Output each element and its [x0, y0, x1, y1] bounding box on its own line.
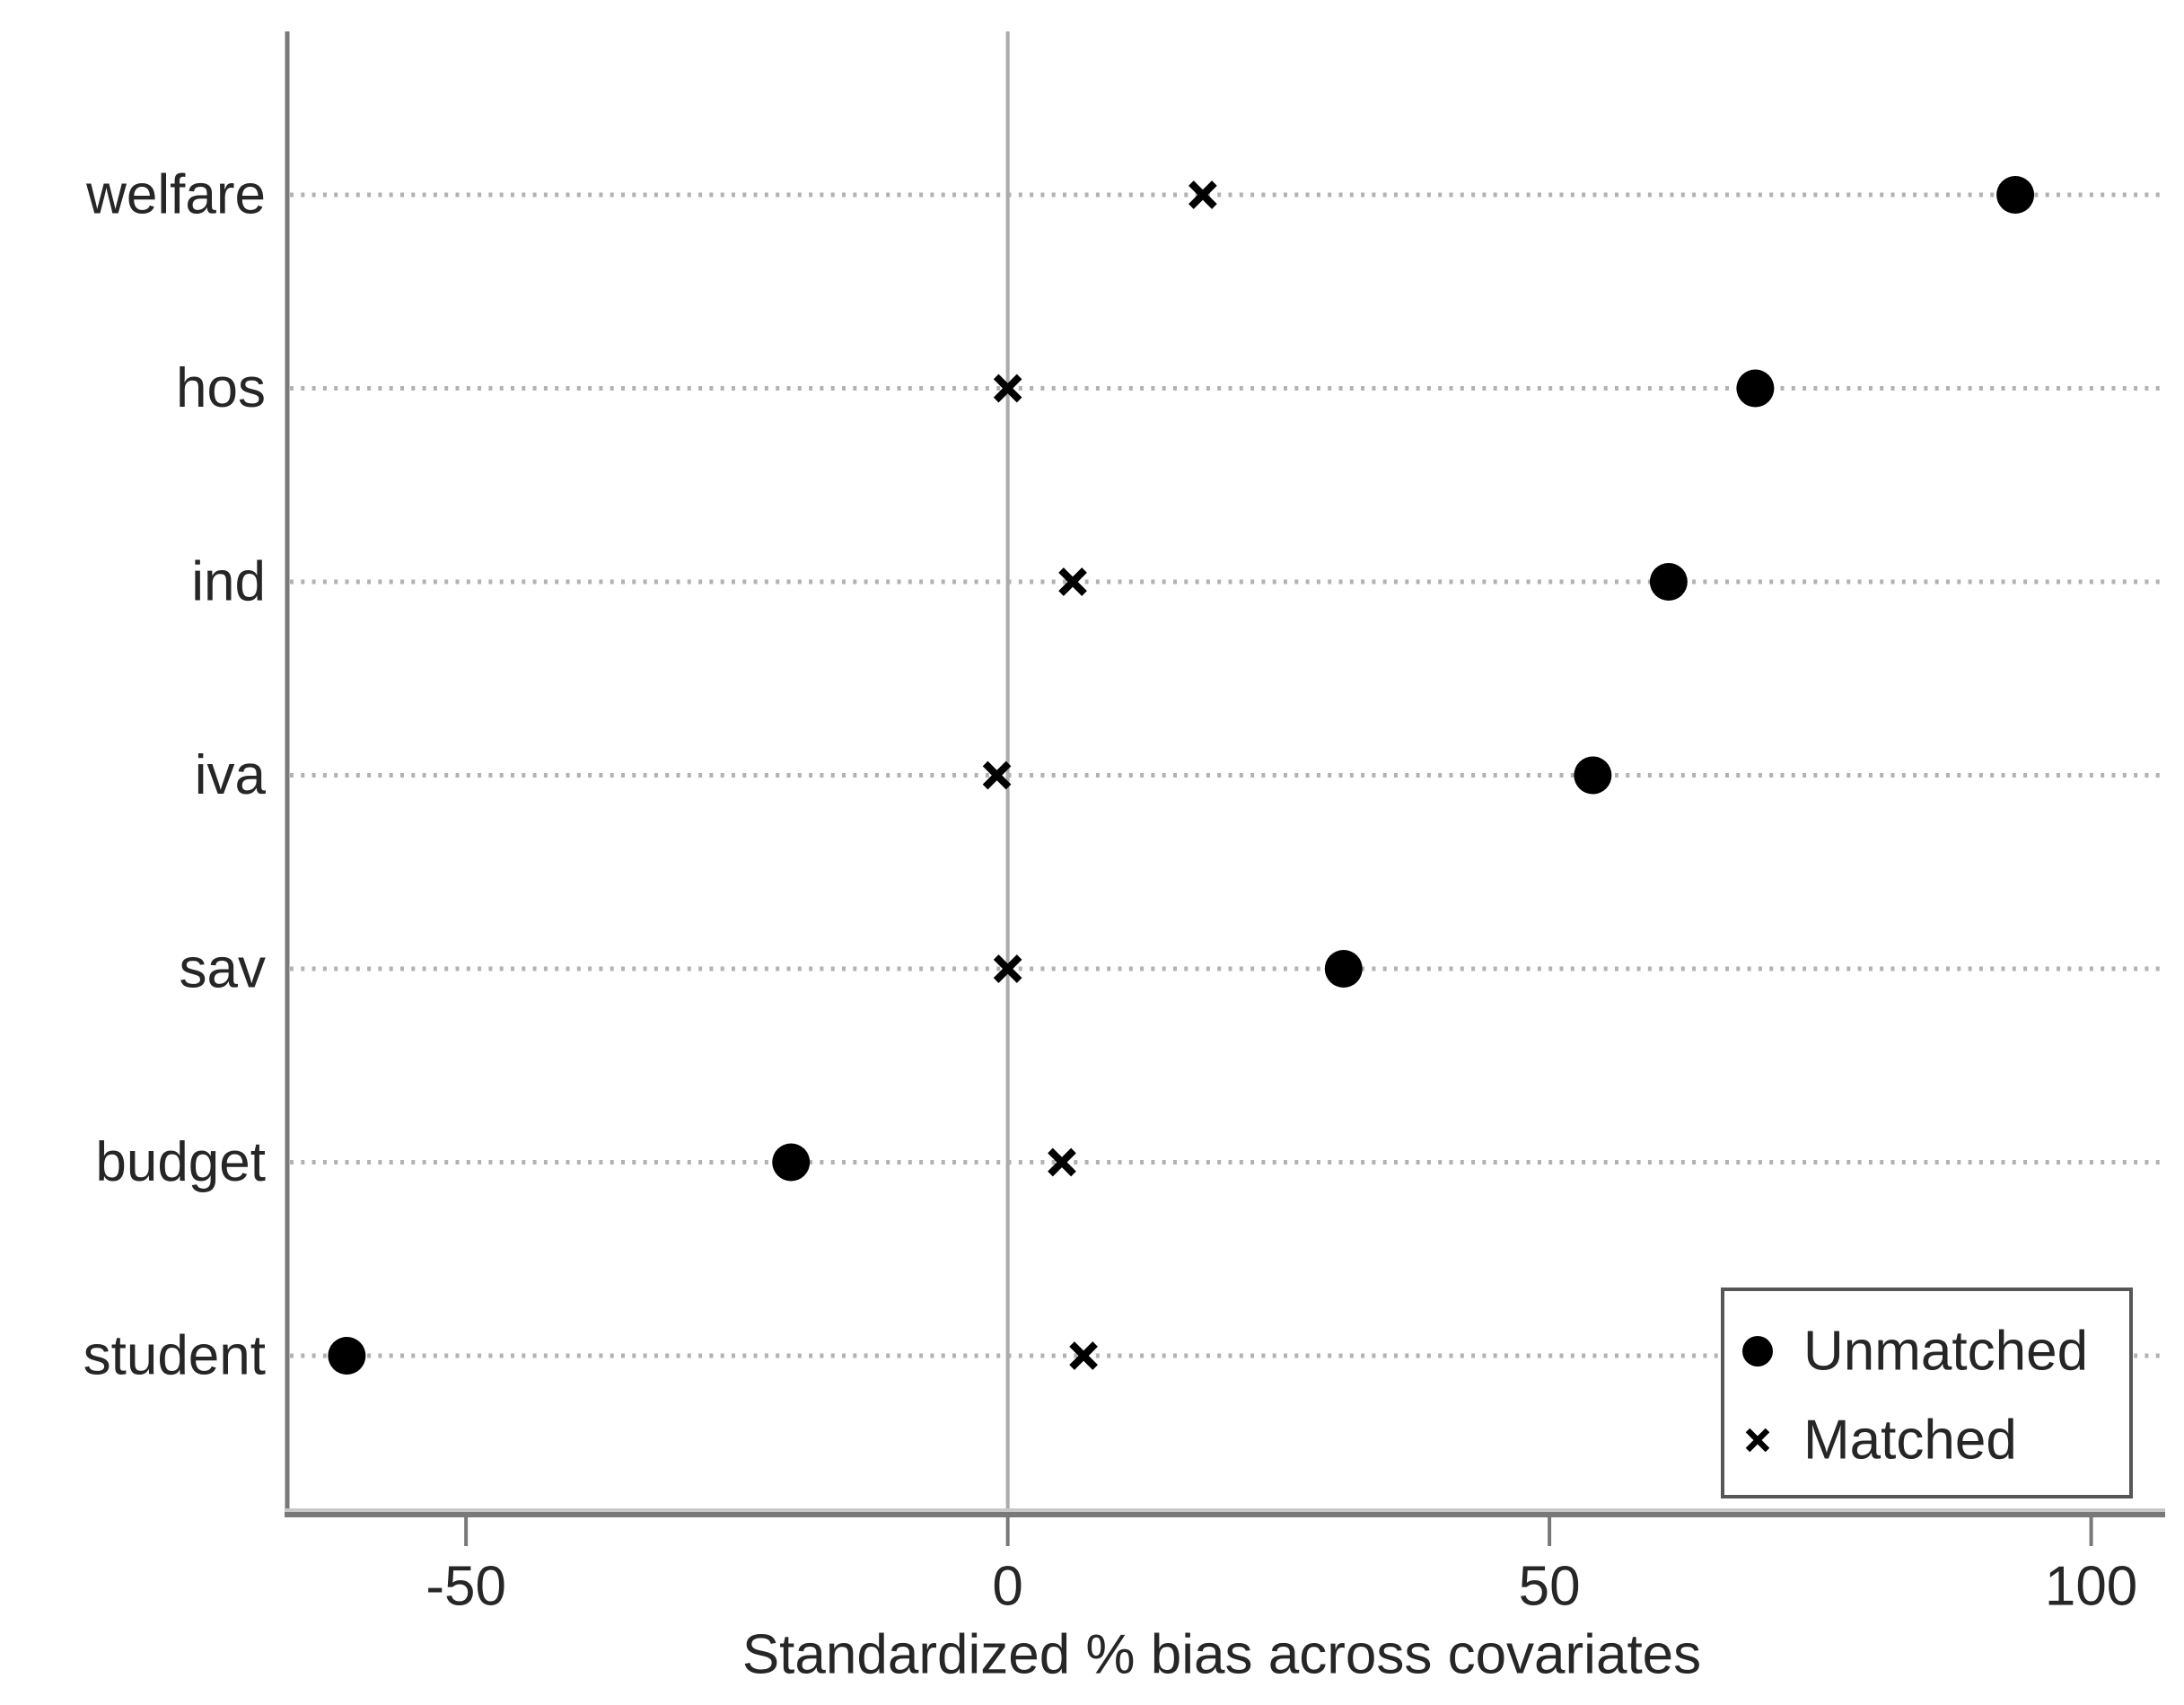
y-label-iva: iva	[195, 744, 267, 806]
matched-marker-iva	[982, 760, 1012, 790]
y-axis-line	[285, 31, 290, 1517]
y-label-hos: hos	[176, 357, 266, 419]
zero-reference-line	[1005, 31, 1010, 1511]
legend-marker-matched	[1745, 1428, 1770, 1453]
unmatched-marker-iva	[1574, 756, 1612, 795]
legend-marker-unmatched	[1742, 1336, 1773, 1367]
legend-box	[1721, 1288, 2133, 1498]
x-tick-label-50: 50	[1519, 1556, 1581, 1618]
x-axis-line-highlight	[285, 1508, 2165, 1512]
x-tick-label-0: 0	[992, 1556, 1022, 1618]
matched-marker-ind	[1058, 567, 1087, 596]
x-tick-label--50: -50	[425, 1556, 506, 1618]
y-label-ind: ind	[191, 551, 266, 613]
matched-marker-sav	[993, 954, 1022, 983]
unmatched-marker-student	[328, 1337, 366, 1375]
y-label-welfare: welfare	[85, 164, 266, 226]
legend-label-matched: Matched	[1803, 1410, 2017, 1472]
unmatched-marker-welfare	[1996, 176, 2035, 214]
x-axis-line	[285, 1512, 2165, 1517]
unmatched-marker-ind	[1649, 563, 1688, 601]
matched-marker-student	[1069, 1341, 1098, 1370]
unmatched-marker-sav	[1324, 950, 1363, 988]
legend-label-unmatched: Unmatched	[1803, 1321, 2088, 1383]
matched-marker-budget	[1048, 1147, 1076, 1177]
y-label-budget: budget	[95, 1131, 266, 1193]
x-tick-label-100: 100	[2045, 1556, 2137, 1618]
x-axis-title: Standardized % bias across covariates	[742, 1624, 1701, 1686]
matched-marker-welfare	[1188, 180, 1217, 209]
y-label-student: student	[83, 1325, 266, 1387]
unmatched-marker-hos	[1736, 369, 1775, 408]
y-label-sav: sav	[180, 938, 266, 1000]
matched-marker-hos	[993, 374, 1022, 403]
unmatched-marker-budget	[772, 1143, 811, 1182]
